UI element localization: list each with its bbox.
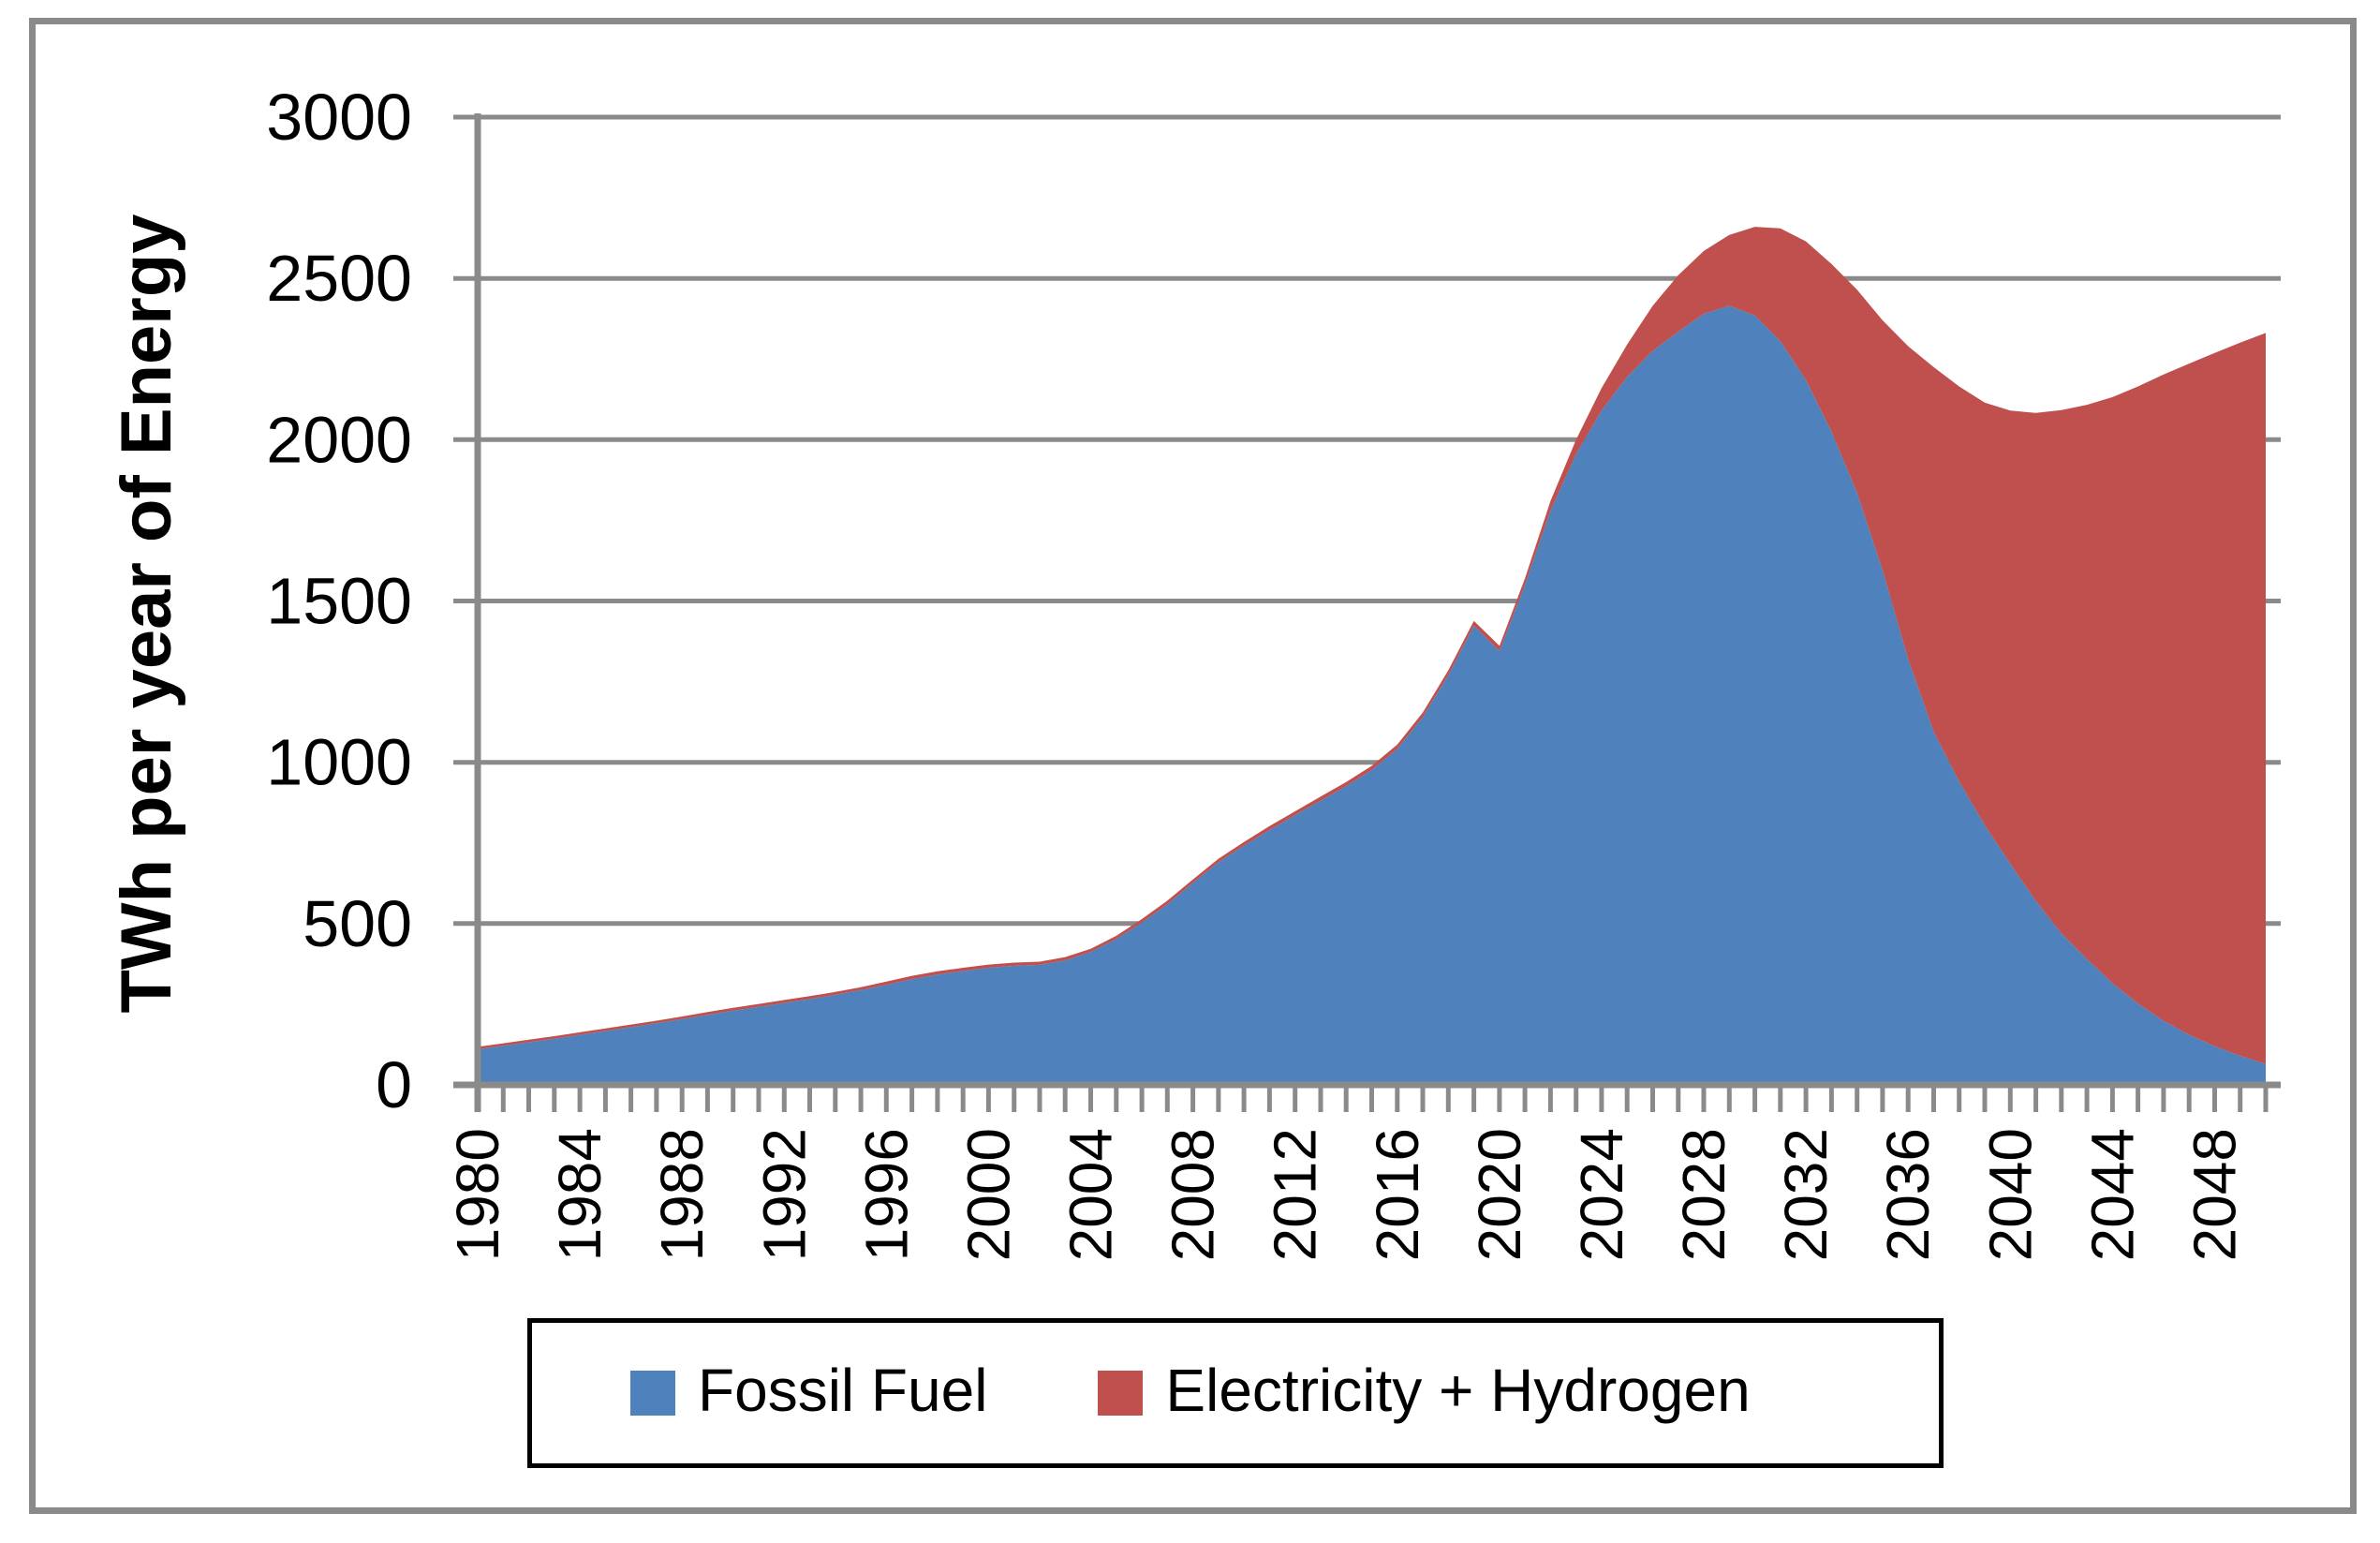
x-axis-tick-labels: 1980 1984 1988 1992 1996 2000 2004 2008 2012 2016… <box>444 1128 2249 1261</box>
x-tick-label-2032: 2032 <box>1772 1128 1840 1261</box>
x-tick-label-1984: 1984 <box>546 1128 613 1261</box>
y-tick-label-2000: 2000 <box>266 403 412 476</box>
fossil-fuel-swatch <box>630 1371 675 1416</box>
legend-item-electricity-hydrogen: Electricity + Hydrogen <box>1098 1357 1751 1426</box>
fossil-fuel-area <box>478 305 2266 1085</box>
y-tick-label-3000: 3000 <box>266 81 412 154</box>
y-tick-label-1000: 1000 <box>266 726 412 799</box>
x-tick-label-2016: 2016 <box>1364 1128 1431 1261</box>
x-tick-label-2004: 2004 <box>1057 1128 1125 1261</box>
x-tick-label-1988: 1988 <box>648 1128 716 1261</box>
y-axis-tick-labels: 0 500 1000 1500 2000 2500 3000 <box>266 81 412 1121</box>
x-tick-label-2000: 2000 <box>954 1128 1022 1261</box>
electricity-hydrogen-swatch <box>1098 1371 1144 1416</box>
x-tick-label-2008: 2008 <box>1160 1128 1227 1261</box>
legend-item-fossil-fuel: Fossil Fuel <box>630 1360 987 1426</box>
legend: Fossil Fuel Electricity + Hydrogen <box>527 1318 1944 1468</box>
y-tick-label-1500: 1500 <box>266 565 412 638</box>
y-tick-label-2500: 2500 <box>266 242 412 315</box>
legend-label-fossil-fuel: Fossil Fuel <box>698 1357 988 1424</box>
y-tick-label-0: 0 <box>376 1048 412 1121</box>
x-tick-label-2048: 2048 <box>2181 1128 2249 1261</box>
x-tick-label-2024: 2024 <box>1568 1128 1635 1261</box>
x-tick-label-2044: 2044 <box>2078 1128 2146 1261</box>
legend-label-electricity-hydrogen: Electricity + Hydrogen <box>1165 1357 1751 1424</box>
electricity-hydrogen-area <box>478 227 2266 1064</box>
chart-border-frame <box>29 18 2357 1514</box>
x-tick-label-1980: 1980 <box>444 1128 511 1261</box>
x-tick-label-2028: 2028 <box>1670 1128 1737 1261</box>
x-tick-label-1996: 1996 <box>852 1128 920 1261</box>
x-tick-label-2040: 2040 <box>1976 1128 2044 1261</box>
x-tick-label-2036: 2036 <box>1874 1128 1942 1261</box>
x-tick-label-2012: 2012 <box>1262 1128 1329 1261</box>
x-tick-label-2020: 2020 <box>1466 1128 1533 1261</box>
y-axis-title: TWh per year of Energy <box>107 214 186 1013</box>
axes <box>453 113 2281 1112</box>
x-tick-label-1992: 1992 <box>750 1128 818 1261</box>
y-tick-label-500: 500 <box>303 887 412 960</box>
